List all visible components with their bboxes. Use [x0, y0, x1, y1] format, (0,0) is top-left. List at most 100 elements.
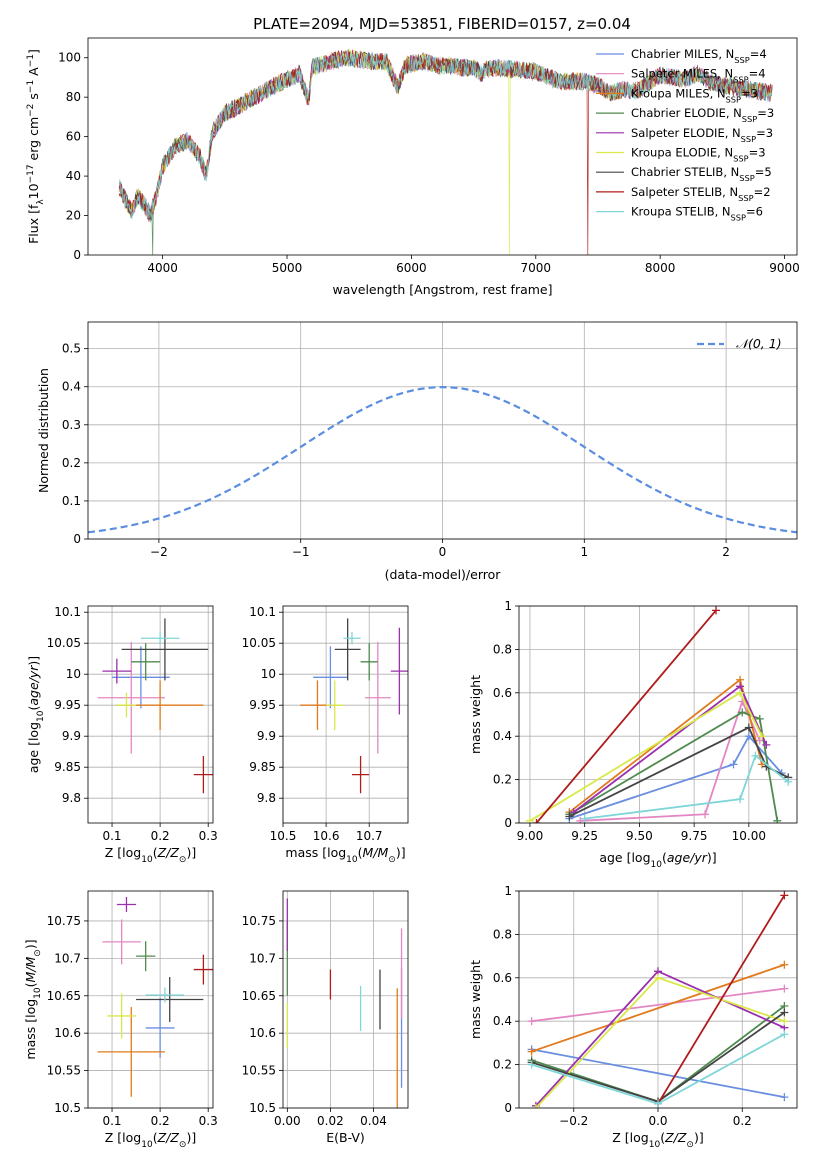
- y-tick-label: 0.5: [62, 342, 81, 356]
- x-tick-label: −2: [150, 545, 168, 559]
- weight-line: [580, 698, 761, 822]
- y-tick-label: 9.8: [62, 791, 81, 805]
- y-axis-label: Normed distribution: [36, 368, 51, 493]
- y-tick-label: 1: [504, 884, 512, 898]
- y-axis-label: Flux [fλ10−17 erg cm−2 s−1 A−1]: [26, 49, 46, 244]
- y-tick-label: 0.2: [493, 1058, 512, 1072]
- y-tick-label: 0: [504, 816, 512, 830]
- x-tick-label: 9.25: [571, 829, 598, 843]
- x-axis-label: (data-model)/error: [385, 567, 502, 582]
- weight-line: [657, 894, 786, 1105]
- y-tick-label: 10.05: [47, 636, 81, 650]
- y-tick-label: 10.75: [242, 914, 276, 928]
- x-axis-label: mass [log10(M/M⊙)]: [285, 845, 405, 865]
- y-axis-label: mass weight: [468, 960, 483, 1039]
- y-tick-label: 10.75: [47, 914, 81, 928]
- y-tick-label: 0.8: [493, 927, 512, 941]
- x-tick-label: 10.5: [270, 829, 297, 843]
- weight-line: [531, 1048, 785, 1099]
- weight-marker: [736, 688, 745, 697]
- weight-marker: [780, 1030, 789, 1039]
- y-tick-label: 0: [504, 1101, 512, 1115]
- x-tick-label: 0.1: [102, 1114, 121, 1128]
- y-tick-label: 0.2: [62, 456, 81, 470]
- x-tick-label: 0: [439, 545, 447, 559]
- weight-marker: [525, 816, 534, 823]
- y-tick-label: 9.95: [54, 698, 81, 712]
- x-axis-label: wavelength [Angstrom, rest frame]: [332, 282, 552, 297]
- panels: 4000 5000 6000 7000 8000 9000020406080100wave…: [23, 37, 800, 1150]
- y-tick-label: 1: [504, 599, 512, 613]
- panel-mass_weight_vs_Z: −0.2 0.0 0.2 0 0.2 0.4 0.6 0.8 1 Z [log10(Z/Z⊙)] m…: [468, 884, 798, 1150]
- x-tick-label: 8000: [645, 261, 676, 275]
- weight-marker: [738, 708, 747, 717]
- weight-line: [568, 678, 763, 813]
- axes-frame: [518, 890, 798, 1109]
- x-tick-label: 10.6: [313, 829, 340, 843]
- y-tick-label: 0.4: [62, 380, 81, 394]
- weight-marker: [532, 819, 541, 823]
- x-tick-label: 0.3: [199, 829, 218, 843]
- spectrum-line: [118, 49, 773, 255]
- y-tick-label: 80: [66, 90, 81, 104]
- weight-marker: [701, 810, 710, 819]
- x-axis-label: Z [log10(Z/Z⊙)]: [105, 1130, 196, 1150]
- legend-label: Salpeter ELODIE, NSSP=3: [631, 126, 773, 144]
- x-tick-label: 9.75: [681, 829, 708, 843]
- y-tick-label: 20: [66, 209, 81, 223]
- y-tick-label: 9.95: [249, 698, 276, 712]
- x-axis-label: age [log10(age/yr)]: [599, 850, 716, 870]
- weight-marker: [654, 973, 662, 982]
- x-tick-label: 1: [580, 545, 588, 559]
- weight-marker: [744, 732, 753, 741]
- y-tick-label: 9.9: [62, 729, 81, 743]
- x-tick-label: 0.02: [317, 1114, 344, 1128]
- y-tick-label: 10: [66, 667, 81, 681]
- y-tick-label: 10.65: [47, 989, 81, 1003]
- y-tick-label: 0.2: [493, 773, 512, 787]
- y-tick-label: 9.9: [257, 729, 276, 743]
- panel-age_vs_mass: 10.5 10.6 10.7 9.8 9.85 9.9 9.95 10 10.05 10.1 mas…: [242, 605, 409, 865]
- panel-mass_vs_Z: 0.1 0.2 0.3 10.5 10.55 10.6 10.65 10.7 10.75 Z [l…: [23, 890, 218, 1150]
- x-tick-label: 5000: [272, 261, 303, 275]
- x-tick-label: 10.7: [356, 829, 383, 843]
- spectrum-line: [118, 49, 773, 220]
- legend-label: Chabrier STELIB, NSSP=5: [631, 165, 772, 183]
- weight-marker: [576, 816, 585, 823]
- normal-curve: [88, 385, 797, 534]
- weight-marker: [580, 814, 589, 823]
- weight-line: [573, 684, 768, 813]
- weight-marker: [780, 1017, 789, 1026]
- legend-label: Chabrier MILES, NSSP=4: [631, 47, 767, 65]
- legend-label: Salpeter MILES, NSSP=4: [631, 67, 766, 85]
- axes-frame: [518, 605, 798, 824]
- x-tick-label: 9.50: [626, 829, 653, 843]
- panel-mass_weight_vs_age: 9.00 9.25 9.50 9.75 10.00 0 0.2 0.4 0.6 0.8 1 age […: [468, 599, 798, 870]
- y-tick-label: 0: [73, 532, 81, 546]
- x-tick-label: 0.1: [102, 829, 121, 843]
- panel-spectrum: 4000 5000 6000 7000 8000 9000 0 20 40 60 80 100 wave…: [26, 37, 800, 297]
- y-tick-label: 10.7: [249, 951, 276, 965]
- x-tick-label: 0.3: [199, 1114, 218, 1128]
- y-tick-label: 0.6: [493, 971, 512, 985]
- axes-frame: [87, 605, 214, 824]
- legend-label: Kroupa ELODIE, NSSP=3: [631, 146, 766, 164]
- legend: Chabrier MILES, NSSP=4 Salpeter MILES, NS…: [596, 47, 774, 223]
- plot-area: [527, 891, 789, 1108]
- y-tick-label: 0.3: [62, 418, 81, 432]
- y-tick-label: 10.6: [54, 1026, 81, 1040]
- weight-line: [531, 987, 785, 1023]
- panel-age_vs_Z: 0.1 0.2 0.3 9.8 9.85 9.9 9.95 10 10.05 10.1 Z [log…: [26, 605, 218, 865]
- x-tick-label: −0.2: [559, 1114, 588, 1128]
- plot-area: [525, 606, 793, 823]
- y-tick-label: 10.1: [54, 605, 81, 619]
- weight-marker: [744, 723, 753, 732]
- axes-frame: [282, 605, 409, 824]
- weight-marker: [773, 816, 782, 823]
- plot-area: [97, 618, 213, 794]
- y-axis-label: age [log10(age/yr)]: [26, 656, 46, 773]
- weight-marker: [780, 960, 789, 969]
- weight-marker: [527, 1047, 536, 1056]
- weight-line: [535, 609, 717, 823]
- y-tick-label: 10.55: [242, 1064, 276, 1078]
